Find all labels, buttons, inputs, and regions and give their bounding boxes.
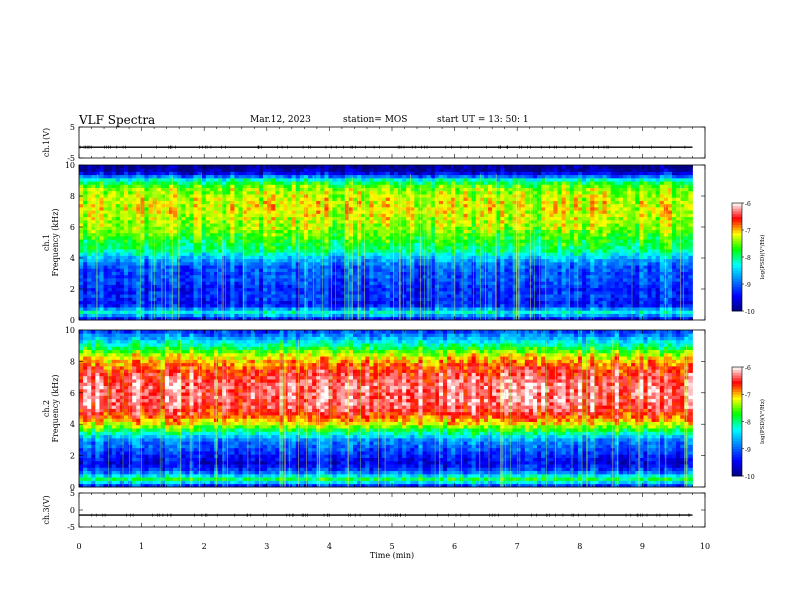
colorbar-tick-label: -9 [745,282,751,289]
x-tick-label: 0 [76,542,81,551]
y-tick-label: -5 [67,154,75,163]
y-tick-label: 0 [70,316,75,325]
x-tick-label: 9 [640,542,645,551]
x-tick-label: 1 [139,542,144,551]
y-axis-label: ch.3(V) [42,495,51,524]
y-tick-label: 0 [70,506,75,515]
x-tick-label: 10 [700,542,710,551]
y-tick-label: 6 [70,389,75,398]
x-tick-label: 2 [202,542,207,551]
y-axis-label: Frequency (kHz) [51,208,60,276]
panel-frame [78,492,706,528]
y-tick-label: -5 [67,523,75,532]
x-tick-label: 7 [515,542,520,551]
y-tick-label: 8 [70,192,75,201]
y-tick-label: 2 [70,452,75,461]
y-axis-label: ch.1(V) [42,128,51,157]
colorbar-tick-label: -7 [745,228,751,235]
y-tick-label: 5 [70,123,75,132]
station-label: station= MOS [343,115,408,125]
colorbar-tick-label: -10 [745,309,755,316]
panel-frame [78,126,706,159]
waveform-ch3 [79,513,693,517]
y-tick-label: 10 [65,326,75,335]
colorbar-ch1 [731,202,744,312]
x-tick-label: 3 [264,542,269,551]
recording-date: Mar.12, 2023 [250,115,311,125]
y-tick-label: 4 [70,420,75,429]
colorbar-label: log(PSD)(V²/Hz) [759,399,766,444]
axes-layer: -6 -7 -8 -9 -10 log(PSD)(V²/Hz) -6 -7 -8 -9 -10 log… [42,123,766,560]
x-tick-label: 8 [577,542,582,551]
colorbar-ch2 [731,366,744,477]
colorbar-tick-label: -6 [745,365,751,372]
colorbar-label: log(PSD)(V²/Hz) [759,235,766,280]
y-tick-label: 2 [70,285,75,294]
start-time-label: start UT = 13: 50: 1 [437,115,529,125]
y-tick-label: 10 [65,161,75,170]
colorbar-tick-label: -8 [745,420,751,427]
y-tick-label: 4 [70,254,75,263]
y-axis-label: Frequency (kHz) [51,374,60,442]
spectrogram-ch1 [79,165,693,321]
y-axis-label: ch.1 [42,234,51,251]
waveform-ch1 [79,145,693,149]
x-tick-label: 6 [452,542,457,551]
y-tick-label: 6 [70,223,75,232]
chart-title: VLF Spectra [79,113,156,127]
x-tick-label: 5 [389,542,394,551]
colorbar-tick-label: -8 [745,255,751,262]
y-axis-label: ch.2 [42,400,51,417]
y-tick-label: 5 [70,489,75,498]
spectrogram-ch2 [79,330,693,488]
spectrogram-layer [79,165,693,488]
colorbar-tick-label: -6 [745,201,751,208]
colorbar-tick-label: -10 [745,474,755,481]
y-tick-label: 8 [70,357,75,366]
colorbar-tick-label: -9 [745,447,751,454]
x-tick-label: 4 [327,542,332,551]
x-axis-label: Time (min) [370,551,414,560]
colorbar-tick-label: -7 [745,392,751,399]
y-tick-label: 0 [70,483,75,492]
